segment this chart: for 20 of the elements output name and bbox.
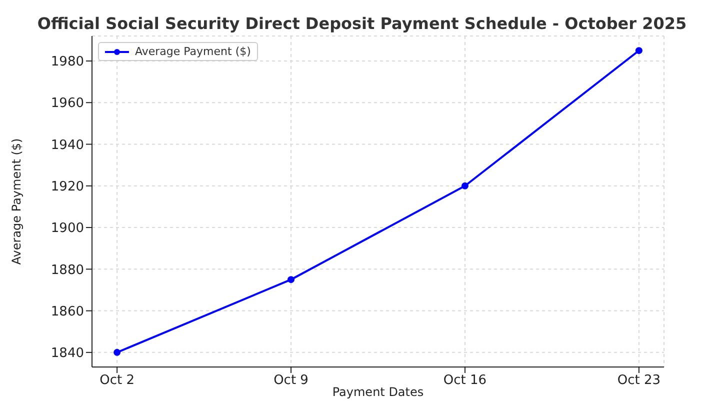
y-tick-label: 1960: [50, 96, 84, 112]
point: [288, 276, 295, 284]
y-tick-label: 1860: [50, 304, 84, 320]
y-tick-label: 1880: [50, 262, 84, 278]
legend-label: Average Payment ($): [135, 45, 251, 58]
y-tick-label: 1920: [50, 180, 84, 194]
chart-title: Official Social Security Direct Deposit Payment Schedule - October 2025: [36, 14, 688, 33]
x-tick-label: Oct 9: [274, 373, 308, 388]
x-tick-label: Oct 16: [443, 373, 487, 388]
y-tick-label: 1980: [50, 54, 84, 70]
point: [114, 348, 121, 356]
point: [461, 182, 468, 190]
y-tick-label: 1940: [50, 138, 84, 153]
x-axis-title: Payment Dates: [332, 385, 424, 399]
x-tick-label: Oct 23: [617, 373, 661, 388]
x-tick-label: Oct 2: [100, 373, 134, 388]
point: [635, 47, 642, 54]
y-axis-title: Average Payment ($): [9, 138, 24, 265]
y-tick-label: 1840: [50, 346, 84, 362]
y-tick-label: 1900: [50, 221, 84, 236]
